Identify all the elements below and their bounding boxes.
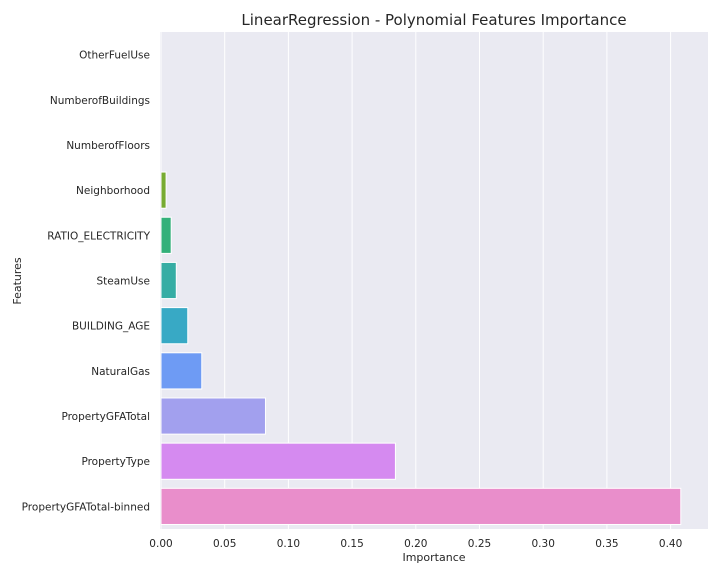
x-tick-label: 0.10 (277, 538, 300, 550)
y-axis-label: Features (11, 257, 24, 305)
y-tick-label: BUILDING_AGE (72, 321, 150, 333)
y-tick-label: NaturalGas (91, 366, 150, 378)
chart-title: LinearRegression - Polynomial Features I… (241, 11, 626, 29)
x-tick-label: 0.40 (659, 538, 682, 550)
bars (160, 171, 682, 525)
y-tick-label: NumberofBuildings (50, 95, 150, 107)
bar (160, 487, 682, 525)
bar (160, 442, 396, 480)
x-tick-label: 0.25 (468, 538, 491, 550)
y-tick-label: PropertyGFATotal (61, 411, 150, 423)
y-tick-label: PropertyType (81, 456, 150, 468)
y-tick-label: NumberofFloors (66, 140, 150, 152)
bar (160, 307, 189, 345)
x-tick-label: 0.35 (595, 538, 618, 550)
y-tick-labels: OtherFuelUse NumberofBuildings NumberofFlo… (22, 50, 151, 514)
y-tick-label: OtherFuelUse (79, 50, 150, 62)
x-tick-label: 0.00 (149, 538, 172, 550)
y-tick-label: PropertyGFATotal-binned (22, 501, 150, 513)
y-tick-label: RATIO_ELECTRICITY (47, 230, 150, 242)
x-tick-label: 0.30 (532, 538, 555, 550)
x-tick-label: 0.15 (340, 538, 363, 550)
x-tick-labels: 0.00 0.05 0.10 0.15 0.20 0.25 0.30 0.35 0.40 (149, 538, 682, 550)
x-tick-label: 0.20 (404, 538, 427, 550)
bar (160, 352, 203, 390)
y-tick-label: SteamUse (96, 276, 150, 288)
bar (160, 171, 167, 209)
bar (160, 216, 172, 254)
y-tick-label: Neighborhood (76, 185, 150, 197)
bar (160, 261, 177, 300)
x-gridlines (160, 32, 672, 529)
bar (160, 397, 266, 435)
x-axis-label: Importance (402, 551, 465, 564)
x-tick-label: 0.05 (213, 538, 236, 550)
